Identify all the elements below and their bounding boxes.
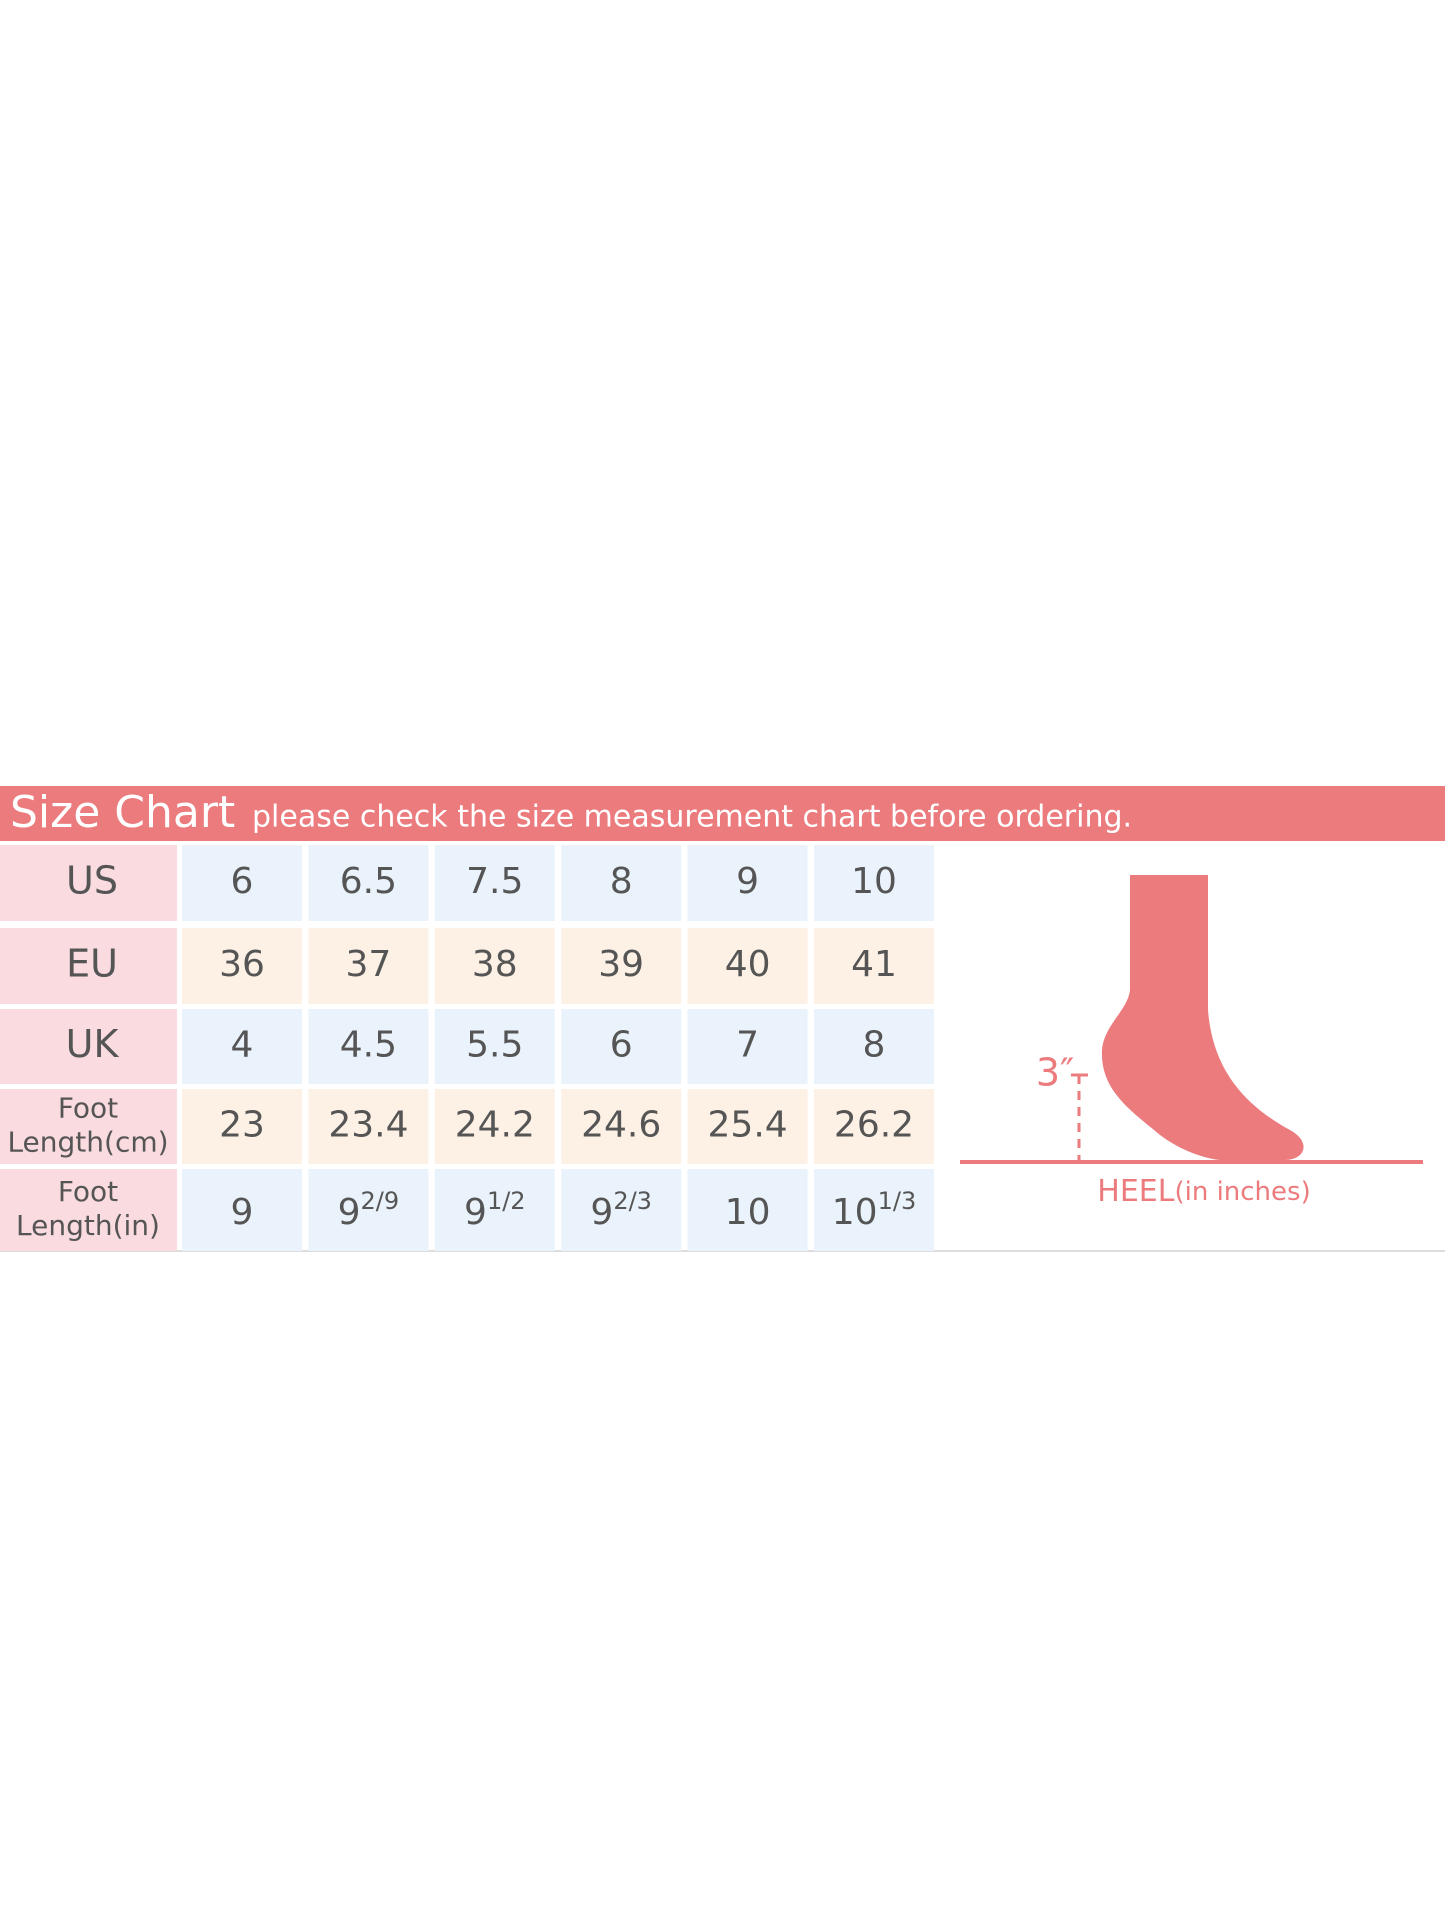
size-value: 91/2 bbox=[464, 1187, 526, 1233]
size-cell bbox=[814, 1089, 934, 1164]
size-value: 40 bbox=[725, 944, 771, 985]
size-value: 23.4 bbox=[328, 1105, 408, 1146]
size-value-base: 9 bbox=[464, 1192, 487, 1233]
size-value-base: 9 bbox=[590, 1192, 613, 1233]
heel-height: 3″ bbox=[1036, 1051, 1074, 1095]
row-label: Foot bbox=[58, 1092, 118, 1125]
size-cell bbox=[308, 845, 429, 921]
foot-silhouette bbox=[1101, 875, 1304, 1161]
size-value: 25.4 bbox=[708, 1105, 788, 1146]
row-label: UK bbox=[66, 1022, 120, 1066]
header-subtitle: please check the size measurement chart … bbox=[252, 800, 1132, 835]
size-value-fraction: 2/3 bbox=[613, 1187, 652, 1215]
size-cell bbox=[561, 1089, 682, 1164]
size-cell bbox=[182, 928, 302, 1004]
size-value: 6.5 bbox=[340, 861, 397, 902]
size-value: 7 bbox=[736, 1025, 759, 1066]
size-value: 39 bbox=[598, 944, 644, 985]
size-value: 8 bbox=[610, 861, 633, 902]
row-label: EU bbox=[66, 942, 118, 986]
size-value: 92/3 bbox=[590, 1187, 652, 1233]
row-label-cell bbox=[0, 1089, 177, 1164]
size-cell bbox=[814, 845, 934, 921]
size-value: 6 bbox=[231, 861, 254, 902]
size-cell bbox=[434, 845, 555, 921]
size-value: 23 bbox=[219, 1105, 265, 1146]
size-cell bbox=[687, 1009, 808, 1084]
size-value: 26.2 bbox=[834, 1105, 914, 1146]
size-cell bbox=[308, 1169, 429, 1251]
size-value: 7.5 bbox=[466, 861, 523, 902]
size-cell bbox=[561, 1169, 682, 1251]
size-cell bbox=[814, 928, 934, 1004]
size-value: 38 bbox=[472, 944, 518, 985]
size-cell bbox=[434, 1169, 555, 1251]
size-value-base: 10 bbox=[832, 1192, 878, 1233]
size-cell bbox=[182, 1169, 302, 1251]
size-value: 41 bbox=[851, 944, 897, 985]
size-cell bbox=[434, 1009, 555, 1084]
size-value: 5.5 bbox=[466, 1025, 523, 1066]
row-label-cell bbox=[0, 845, 177, 921]
size-cell bbox=[814, 1169, 934, 1251]
size-value: 36 bbox=[219, 944, 265, 985]
size-value-fraction: 1/3 bbox=[878, 1187, 917, 1215]
size-cell bbox=[434, 928, 555, 1004]
size-value: 24.2 bbox=[455, 1105, 535, 1146]
header-title: Size Chart bbox=[10, 787, 235, 838]
row-label: US bbox=[66, 859, 118, 903]
size-cell bbox=[814, 1009, 934, 1084]
row-label-cell bbox=[0, 1009, 177, 1084]
size-value: 4 bbox=[231, 1025, 254, 1066]
size-value: 10 bbox=[725, 1192, 771, 1233]
size-value: 37 bbox=[345, 944, 391, 985]
size-cell bbox=[687, 928, 808, 1004]
size-value: 4.5 bbox=[340, 1025, 397, 1066]
size-cell bbox=[687, 845, 808, 921]
size-value: 10 bbox=[851, 861, 897, 902]
row-label: Length(in) bbox=[16, 1209, 160, 1242]
size-value: 24.6 bbox=[581, 1105, 661, 1146]
size-cell bbox=[561, 928, 682, 1004]
heel-caption-main: HEEL bbox=[1097, 1174, 1174, 1209]
size-value: 9 bbox=[736, 861, 759, 902]
size-value-fraction: 1/2 bbox=[487, 1187, 526, 1215]
size-value: 92/9 bbox=[338, 1187, 400, 1233]
row-label: Length(cm) bbox=[7, 1126, 168, 1159]
row-label: Foot bbox=[58, 1175, 118, 1208]
size-value-base: 9 bbox=[338, 1192, 361, 1233]
size-value-fraction: 2/9 bbox=[361, 1187, 400, 1215]
size-value: 6 bbox=[610, 1025, 633, 1066]
size-value: 101/3 bbox=[832, 1187, 916, 1233]
size-cell bbox=[561, 1009, 682, 1084]
size-cell bbox=[687, 1169, 808, 1251]
size-cell bbox=[308, 1089, 429, 1164]
foot-diagram: 3″ HEEL(in inches) bbox=[960, 875, 1423, 1209]
size-cell bbox=[561, 845, 682, 921]
heel-caption-unit: (in inches) bbox=[1174, 1177, 1310, 1207]
size-cell bbox=[182, 845, 302, 921]
row-label-cell bbox=[0, 1169, 177, 1251]
size-cell bbox=[434, 1089, 555, 1164]
size-cell bbox=[687, 1089, 808, 1164]
size-cell bbox=[308, 1009, 429, 1084]
size-cell bbox=[182, 1009, 302, 1084]
size-table: US 6 6.5 7.5 8 9 10 EU 36 37 38 39 40 41 UK 4 4.5 5.5 6 7 8 F… bbox=[0, 845, 934, 1251]
size-value: 8 bbox=[863, 1025, 886, 1066]
size-cell bbox=[182, 1089, 302, 1164]
size-value: 9 bbox=[231, 1192, 254, 1233]
size-cell bbox=[308, 928, 429, 1004]
row-label-cell bbox=[0, 928, 177, 1004]
header-bar bbox=[0, 786, 1445, 841]
heel-caption: HEEL(in inches) bbox=[1097, 1174, 1310, 1209]
